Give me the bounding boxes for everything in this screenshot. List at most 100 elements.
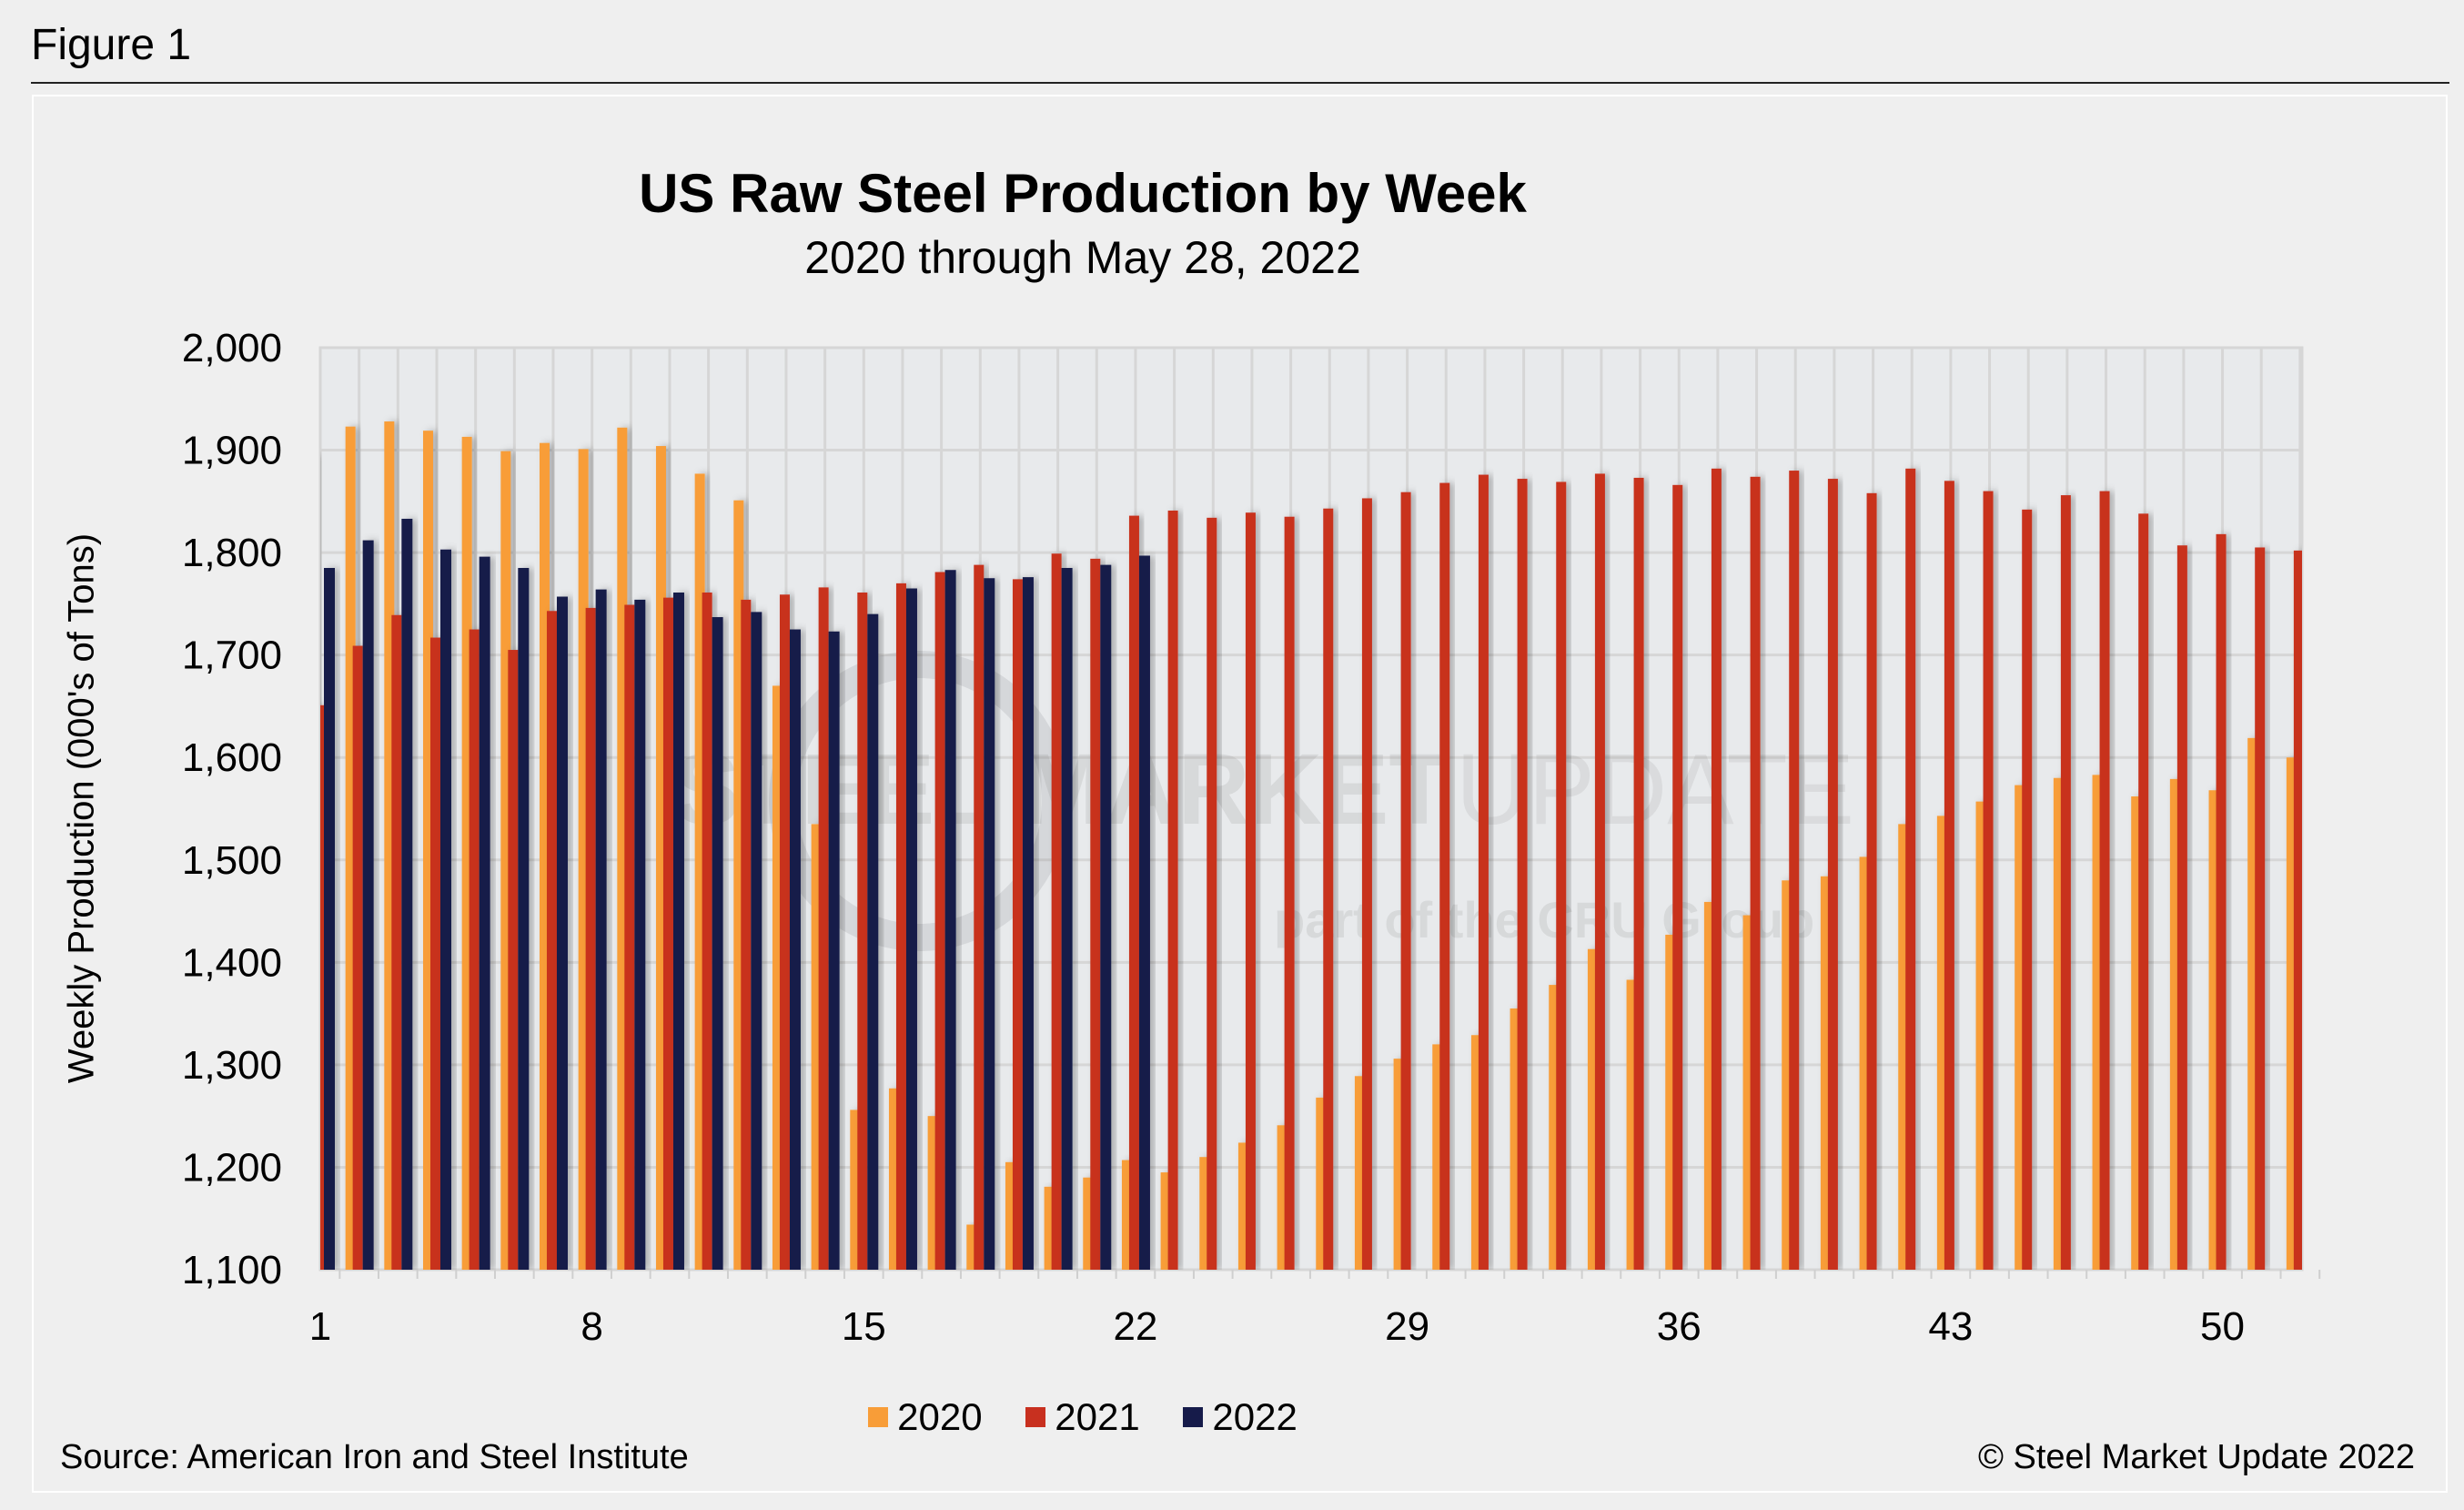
bar-2022-week-6: [518, 567, 530, 1270]
bars: [320, 421, 2302, 1270]
bar-2022-week-13: [789, 629, 801, 1270]
bar-2020-week-15: [850, 1110, 861, 1270]
bar-2020-week-7: [539, 442, 550, 1270]
bar-2020-week-26: [1277, 1125, 1288, 1270]
watermark-text: part of the CRU Group: [1274, 891, 1814, 948]
bar-2021-week-16: [895, 583, 906, 1270]
bar-2020-week-22: [1121, 1160, 1132, 1270]
bar-2020-week-21: [1083, 1177, 1094, 1270]
bar-2020-week-37: [1703, 901, 1714, 1270]
bar-2022-week-15: [867, 613, 879, 1270]
bar-2022-week-19: [1022, 577, 1034, 1270]
bar-2022-week-7: [556, 596, 568, 1270]
bar-2021-week-34: [1594, 473, 1605, 1270]
bar-2020-week-11: [694, 473, 705, 1270]
bar-2022-week-14: [828, 631, 840, 1270]
bar-2022-week-9: [634, 599, 646, 1270]
source-note: Source: American Iron and Steel Institut…: [60, 1438, 689, 1476]
bar-2022-week-1: [324, 567, 335, 1270]
bar-2020-week-3: [384, 421, 395, 1270]
y-tick-label: 1,500: [182, 838, 282, 883]
bar-2020-week-36: [1665, 934, 1676, 1270]
bar-2021-week-13: [779, 594, 790, 1270]
y-tick-label: 1,700: [182, 633, 282, 678]
bar-2020-week-50: [2208, 790, 2219, 1270]
bar-2021-week-39: [1789, 471, 1800, 1270]
chart-title: US Raw Steel Production by Week: [639, 163, 1527, 224]
bar-2021-week-40: [1827, 479, 1838, 1270]
chart-frame: [32, 95, 2448, 1493]
bar-2020-week-13: [772, 685, 783, 1270]
bar-2020-week-33: [1549, 985, 1560, 1270]
bar-2020-week-35: [1626, 979, 1637, 1270]
bar-2020-week-24: [1199, 1157, 1210, 1270]
y-tick-label: 1,200: [182, 1145, 282, 1190]
bar-2020-week-4: [422, 431, 433, 1270]
legend-label: 2021: [1055, 1395, 1140, 1438]
bar-2021-week-4: [429, 637, 440, 1270]
bar-2021-week-7: [546, 611, 557, 1270]
bar-2020-week-28: [1354, 1076, 1365, 1270]
bar-2020-week-23: [1160, 1172, 1171, 1270]
bar-2020-week-25: [1237, 1142, 1248, 1270]
bar-2022-week-17: [944, 570, 956, 1270]
bar-2021-week-41: [1866, 492, 1877, 1270]
bar-2020-week-42: [1898, 824, 1909, 1270]
bar-2021-week-22: [1128, 515, 1139, 1270]
plot-area: [318, 346, 2304, 1272]
y-tick-label: 1,100: [182, 1248, 282, 1292]
bar-2021-week-51: [2255, 547, 2266, 1270]
bar-2021-week-44: [1983, 491, 1994, 1270]
x-tick-label: 1: [309, 1304, 331, 1349]
bar-2022-week-8: [595, 589, 607, 1270]
bar-2021-week-49: [2176, 545, 2187, 1270]
copyright-note: © Steel Market Update 2022: [1977, 1438, 2415, 1476]
bar-2021-week-38: [1750, 476, 1761, 1270]
bar-2020-week-20: [1044, 1186, 1055, 1270]
legend-swatch: [868, 1407, 889, 1427]
bar-2021-week-21: [1090, 558, 1101, 1270]
bar-2020-week-27: [1316, 1097, 1327, 1270]
bar-2021-week-20: [1051, 553, 1062, 1270]
bar-2021-week-9: [624, 604, 635, 1270]
bar-2020-week-41: [1859, 856, 1870, 1270]
bar-2022-week-21: [1100, 564, 1112, 1270]
bar-2021-week-35: [1633, 477, 1644, 1270]
bar-2021-week-17: [934, 572, 945, 1270]
bar-2021-week-25: [1245, 512, 1256, 1270]
bar-2021-week-23: [1167, 510, 1178, 1270]
bar-2021-week-47: [2099, 491, 2110, 1270]
bar-2021-week-27: [1323, 508, 1334, 1270]
bar-2020-week-39: [1782, 880, 1792, 1270]
bar-2021-week-48: [2138, 513, 2149, 1270]
bar-2021-week-10: [662, 597, 673, 1270]
bar-2021-week-43: [1944, 481, 1954, 1270]
bar-2020-week-51: [2247, 737, 2258, 1270]
bar-2021-week-5: [469, 629, 480, 1270]
bar-2020-week-19: [1005, 1161, 1015, 1270]
bar-2021-week-24: [1207, 517, 1217, 1270]
bar-2021-week-36: [1672, 484, 1683, 1270]
bar-2021-week-28: [1361, 498, 1372, 1270]
bar-2021-week-26: [1284, 516, 1295, 1270]
x-tick-label: 29: [1385, 1304, 1429, 1349]
bar-2021-week-42: [1905, 468, 1916, 1270]
bar-2021-week-52: [2293, 550, 2302, 1270]
x-tick-label: 15: [842, 1304, 886, 1349]
bar-2020-week-29: [1393, 1059, 1404, 1270]
bar-2022-week-12: [751, 612, 762, 1270]
bar-2021-week-6: [508, 650, 519, 1270]
bar-2020-week-40: [1820, 876, 1831, 1270]
bar-2021-week-33: [1556, 481, 1567, 1270]
figure-label: Figure 1: [31, 21, 192, 69]
x-tick-label: 8: [581, 1304, 602, 1349]
bar-2021-week-29: [1400, 492, 1411, 1270]
bar-2020-week-32: [1510, 1008, 1520, 1270]
x-tick-label: 36: [1657, 1304, 1702, 1349]
y-tick-label: 1,300: [182, 1043, 282, 1088]
bar-2021-week-46: [2060, 495, 2071, 1270]
bar-2021-week-37: [1711, 468, 1722, 1270]
bar-2020-week-46: [2053, 777, 2064, 1270]
legend-label: 2022: [1212, 1395, 1298, 1438]
